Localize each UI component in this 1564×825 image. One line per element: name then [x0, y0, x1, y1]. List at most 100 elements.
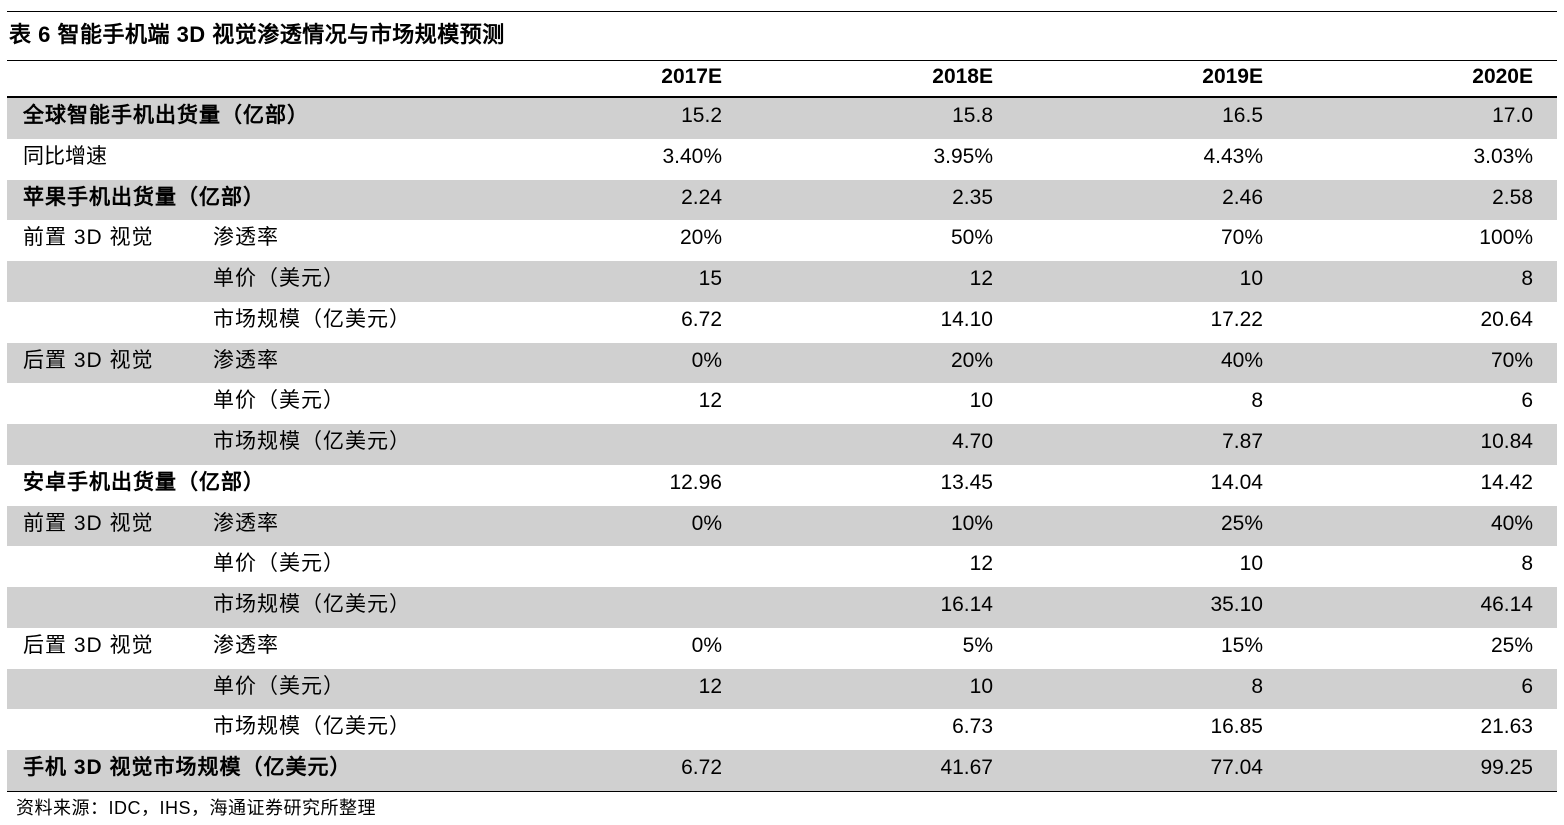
- value-cell-2020e: 70%: [1490, 348, 1533, 372]
- value-cell-2020e: 21.63: [1480, 715, 1533, 739]
- value-cell-2020e: 10.84: [1480, 430, 1533, 453]
- value-cell-2019e: 8: [1251, 674, 1263, 698]
- table-row: 单价（美元） 15 12 10 8: [7, 261, 1557, 302]
- value-cell-2017e: 20%: [679, 226, 722, 250]
- row-sub-label: 市场规模（亿美元）: [213, 715, 411, 739]
- value-cell-2018e: 10: [969, 674, 993, 698]
- table-row: 单价（美元） 12 10 8: [7, 546, 1557, 587]
- table-row: 安卓手机出货量（亿部） 12.96 13.45 14.04 14.42: [7, 465, 1557, 506]
- bottom-rule: [7, 791, 1557, 792]
- row-label: 手机 3D 视觉市场规模（亿美元）: [23, 756, 352, 779]
- row-group-label: 前置 3D 视觉: [23, 511, 154, 535]
- value-cell-2019e: 4.43%: [1203, 144, 1263, 168]
- table-row: 前置 3D 视觉 渗透率 0% 10% 25% 40%: [7, 505, 1557, 547]
- value-cell-2018e: 41.67: [940, 756, 993, 779]
- data-table: 2017E 2018E 2019E 2020E 全球智能手机出货量（亿部） 15.…: [7, 60, 1557, 791]
- value-cell-2020e: 6: [1521, 389, 1533, 413]
- value-cell-2017e: 0%: [691, 633, 722, 657]
- table-row: 市场规模（亿美元） 4.70 7.87 10.84: [7, 424, 1557, 465]
- table-row: 单价（美元） 12 10 8 6: [7, 668, 1557, 710]
- value-cell-2020e: 17.0: [1492, 104, 1533, 127]
- value-cell-2019e: 25%: [1220, 511, 1263, 535]
- row-sub-label: 渗透率: [213, 348, 279, 372]
- value-cell-2018e: 15.8: [952, 104, 993, 127]
- value-cell-2017e: 6.72: [681, 307, 722, 331]
- table-row: 前置 3D 视觉 渗透率 20% 50% 70% 100%: [7, 220, 1557, 261]
- value-cell-2019e: 10: [1239, 267, 1263, 290]
- value-cell-2017e: 12: [698, 389, 722, 413]
- table-row: 市场规模（亿美元） 6.72 14.10 17.22 20.64: [7, 302, 1557, 343]
- value-cell-2020e: 3.03%: [1473, 144, 1533, 168]
- row-sub-label: 市场规模（亿美元）: [213, 430, 411, 453]
- value-cell-2019e: 35.10: [1210, 593, 1263, 616]
- value-cell-2020e: 2.58: [1492, 185, 1533, 209]
- table-row: 单价（美元） 12 10 8 6: [7, 383, 1557, 424]
- row-label: 全球智能手机出货量（亿部）: [23, 104, 309, 127]
- row-sub-label: 渗透率: [213, 226, 279, 250]
- table-row: 后置 3D 视觉 渗透率 0% 20% 40% 70%: [7, 342, 1557, 384]
- table-row: 同比增速 3.40% 3.95% 4.43% 3.03%: [7, 139, 1557, 180]
- table-header-row: 2017E 2018E 2019E 2020E: [7, 60, 1557, 98]
- table-body: 全球智能手机出货量（亿部） 15.2 15.8 16.5 17.0 同比增速 3.40% 3.…: [7, 98, 1557, 791]
- value-cell-2018e: 4.70: [952, 430, 993, 453]
- value-cell-2018e: 12: [969, 267, 993, 290]
- value-cell-2019e: 7.87: [1222, 430, 1263, 453]
- column-header-2019e: 2019E: [1202, 65, 1263, 88]
- value-cell-2019e: 17.22: [1210, 307, 1263, 331]
- column-header-2018e: 2018E: [932, 65, 993, 88]
- row-sub-label: 单价（美元）: [213, 389, 345, 413]
- value-cell-2020e: 8: [1521, 267, 1533, 290]
- value-cell-2020e: 40%: [1490, 511, 1533, 535]
- value-cell-2020e: 100%: [1479, 226, 1533, 250]
- top-rule: [7, 11, 1557, 12]
- value-cell-2018e: 50%: [950, 226, 993, 250]
- value-cell-2017e: 3.40%: [662, 144, 722, 168]
- column-header-2017e: 2017E: [661, 65, 722, 88]
- row-label: 同比增速: [23, 144, 107, 168]
- value-cell-2019e: 16.85: [1210, 715, 1263, 739]
- row-sub-label: 渗透率: [213, 511, 279, 535]
- value-cell-2018e: 10: [969, 389, 993, 413]
- value-cell-2018e: 6.73: [952, 715, 993, 739]
- value-cell-2019e: 14.04: [1210, 470, 1263, 494]
- value-cell-2019e: 16.5: [1222, 104, 1263, 127]
- table-row: 手机 3D 视觉市场规模（亿美元） 6.72 41.67 77.04 99.25: [7, 750, 1557, 791]
- row-group-label: 后置 3D 视觉: [23, 633, 154, 657]
- row-label: 苹果手机出货量（亿部）: [23, 185, 265, 209]
- value-cell-2018e: 13.45: [940, 470, 993, 494]
- source-note: 资料来源：IDC，IHS，海通证券研究所整理: [16, 798, 377, 818]
- row-group-label: 后置 3D 视觉: [23, 348, 154, 372]
- value-cell-2018e: 16.14: [940, 593, 993, 616]
- table-row: 后置 3D 视觉 渗透率 0% 5% 15% 25%: [7, 628, 1557, 669]
- value-cell-2019e: 40%: [1220, 348, 1263, 372]
- value-cell-2017e: 2.24: [681, 185, 722, 209]
- row-sub-label: 渗透率: [213, 633, 279, 657]
- value-cell-2017e: 0%: [691, 348, 722, 372]
- value-cell-2018e: 3.95%: [933, 144, 993, 168]
- value-cell-2019e: 70%: [1220, 226, 1263, 250]
- value-cell-2018e: 20%: [950, 348, 993, 372]
- value-cell-2017e: 15: [698, 267, 722, 290]
- value-cell-2020e: 99.25: [1480, 756, 1533, 779]
- value-cell-2017e: 12.96: [669, 470, 722, 494]
- table-row: 苹果手机出货量（亿部） 2.24 2.35 2.46 2.58: [7, 179, 1557, 221]
- value-cell-2018e: 14.10: [940, 307, 993, 331]
- value-cell-2018e: 10%: [950, 511, 993, 535]
- value-cell-2018e: 5%: [962, 633, 993, 657]
- table-row: 全球智能手机出货量（亿部） 15.2 15.8 16.5 17.0: [7, 98, 1557, 139]
- row-sub-label: 单价（美元）: [213, 674, 345, 698]
- value-cell-2017e: 6.72: [681, 756, 722, 779]
- value-cell-2019e: 8: [1251, 389, 1263, 413]
- row-sub-label: 市场规模（亿美元）: [213, 593, 411, 616]
- value-cell-2019e: 15%: [1220, 633, 1263, 657]
- row-sub-label: 单价（美元）: [213, 552, 345, 576]
- table-row: 市场规模（亿美元） 6.73 16.85 21.63: [7, 709, 1557, 750]
- value-cell-2019e: 2.46: [1222, 185, 1263, 209]
- value-cell-2017e: 0%: [691, 511, 722, 535]
- row-sub-label: 单价（美元）: [213, 267, 345, 290]
- column-header-2020e: 2020E: [1472, 65, 1533, 88]
- value-cell-2018e: 2.35: [952, 185, 993, 209]
- value-cell-2019e: 77.04: [1210, 756, 1263, 779]
- value-cell-2018e: 12: [969, 552, 993, 576]
- row-sub-label: 市场规模（亿美元）: [213, 307, 411, 331]
